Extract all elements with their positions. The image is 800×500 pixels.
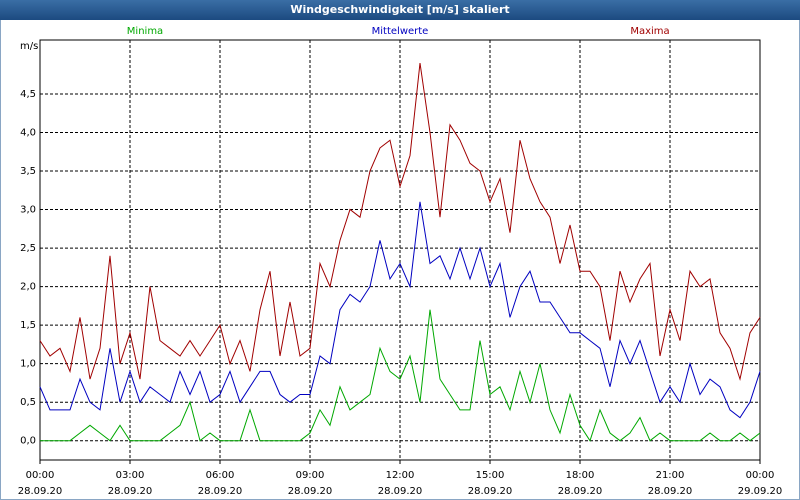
x-tick-date: 28.09.20: [198, 486, 243, 497]
x-tick-label: 00:00: [26, 470, 55, 481]
x-tick-date: 28.09.20: [558, 486, 603, 497]
x-tick-label: 15:00: [476, 470, 505, 481]
x-tick-label: 06:00: [206, 470, 235, 481]
x-tick-label: 12:00: [386, 470, 415, 481]
y-tick-label: 0,0: [20, 436, 36, 447]
title-bar: [0, 0, 800, 20]
x-tick-label: 03:00: [116, 470, 145, 481]
y-tick-label: 2,0: [20, 282, 36, 293]
y-tick-label: 4,0: [20, 127, 36, 138]
y-tick-label: 3,0: [20, 205, 36, 216]
x-tick-label: 18:00: [566, 470, 595, 481]
y-tick-label: 0,5: [20, 397, 36, 408]
x-tick-date: 28.09.20: [288, 486, 333, 497]
y-tick-label: 1,5: [20, 320, 36, 331]
series-line: [39, 63, 761, 382]
x-tick-date: 28.09.20: [378, 486, 423, 497]
y-tick-label: 3,5: [20, 166, 36, 177]
x-tick-label: 21:00: [656, 470, 685, 481]
x-tick-date: 28.09.20: [648, 486, 693, 497]
series-line: [40, 309, 761, 442]
legend-entry: Maxima: [630, 26, 669, 37]
series-line: [39, 201, 761, 419]
y-tick-label: 1,0: [20, 359, 36, 370]
chart-title: Windgeschwindigkeit [m/s] skaliert: [290, 3, 509, 16]
x-tick-label: 09:00: [296, 470, 325, 481]
legend-entry: Minima: [127, 26, 163, 37]
x-tick-date: 28.09.20: [18, 486, 63, 497]
y-tick-label: 4,5: [20, 89, 36, 100]
x-tick-date: 29.09.20: [738, 486, 783, 497]
y-tick-label: 2,5: [20, 243, 36, 254]
x-tick-label: 00:00: [746, 470, 775, 481]
y-unit: m/s: [20, 41, 38, 52]
x-tick-date: 28.09.20: [108, 486, 153, 497]
x-tick-date: 28.09.20: [468, 486, 513, 497]
legend-entry: Mittelwerte: [372, 26, 429, 37]
